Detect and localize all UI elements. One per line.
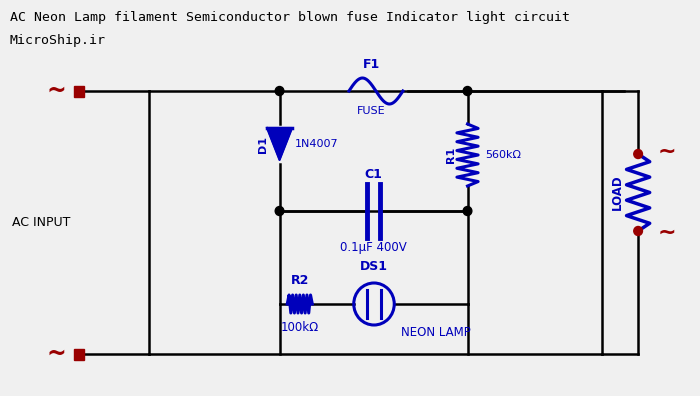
Text: NEON LAMP: NEON LAMP [401,326,470,339]
Text: 0.1μF 400V: 0.1μF 400V [340,241,407,254]
Text: 100kΩ: 100kΩ [281,321,319,334]
Circle shape [275,86,284,95]
Text: MicroShip.ir: MicroShip.ir [10,34,106,47]
Text: C1: C1 [365,168,382,181]
Text: AC Neon Lamp filament Semiconductor blown fuse Indicator light circuit: AC Neon Lamp filament Semiconductor blow… [10,11,570,24]
Text: LOAD: LOAD [610,175,624,210]
Text: D1: D1 [258,135,268,152]
Text: FUSE: FUSE [357,106,386,116]
Circle shape [463,86,472,95]
Circle shape [634,227,643,236]
Text: R1: R1 [446,147,456,163]
Text: ~: ~ [46,342,66,366]
Text: R2: R2 [290,274,309,287]
Text: DS1: DS1 [360,260,388,273]
Text: ~: ~ [658,142,676,162]
Polygon shape [267,128,292,160]
Text: 560kΩ: 560kΩ [485,150,521,160]
Polygon shape [74,348,84,360]
Polygon shape [74,86,84,97]
Circle shape [463,206,472,215]
Text: ~: ~ [46,79,66,103]
Text: 1N4007: 1N4007 [295,139,339,149]
Circle shape [275,206,284,215]
Text: ~: ~ [658,223,676,243]
Circle shape [634,150,643,158]
Text: AC INPUT: AC INPUT [12,216,70,229]
Text: F1: F1 [363,58,379,71]
